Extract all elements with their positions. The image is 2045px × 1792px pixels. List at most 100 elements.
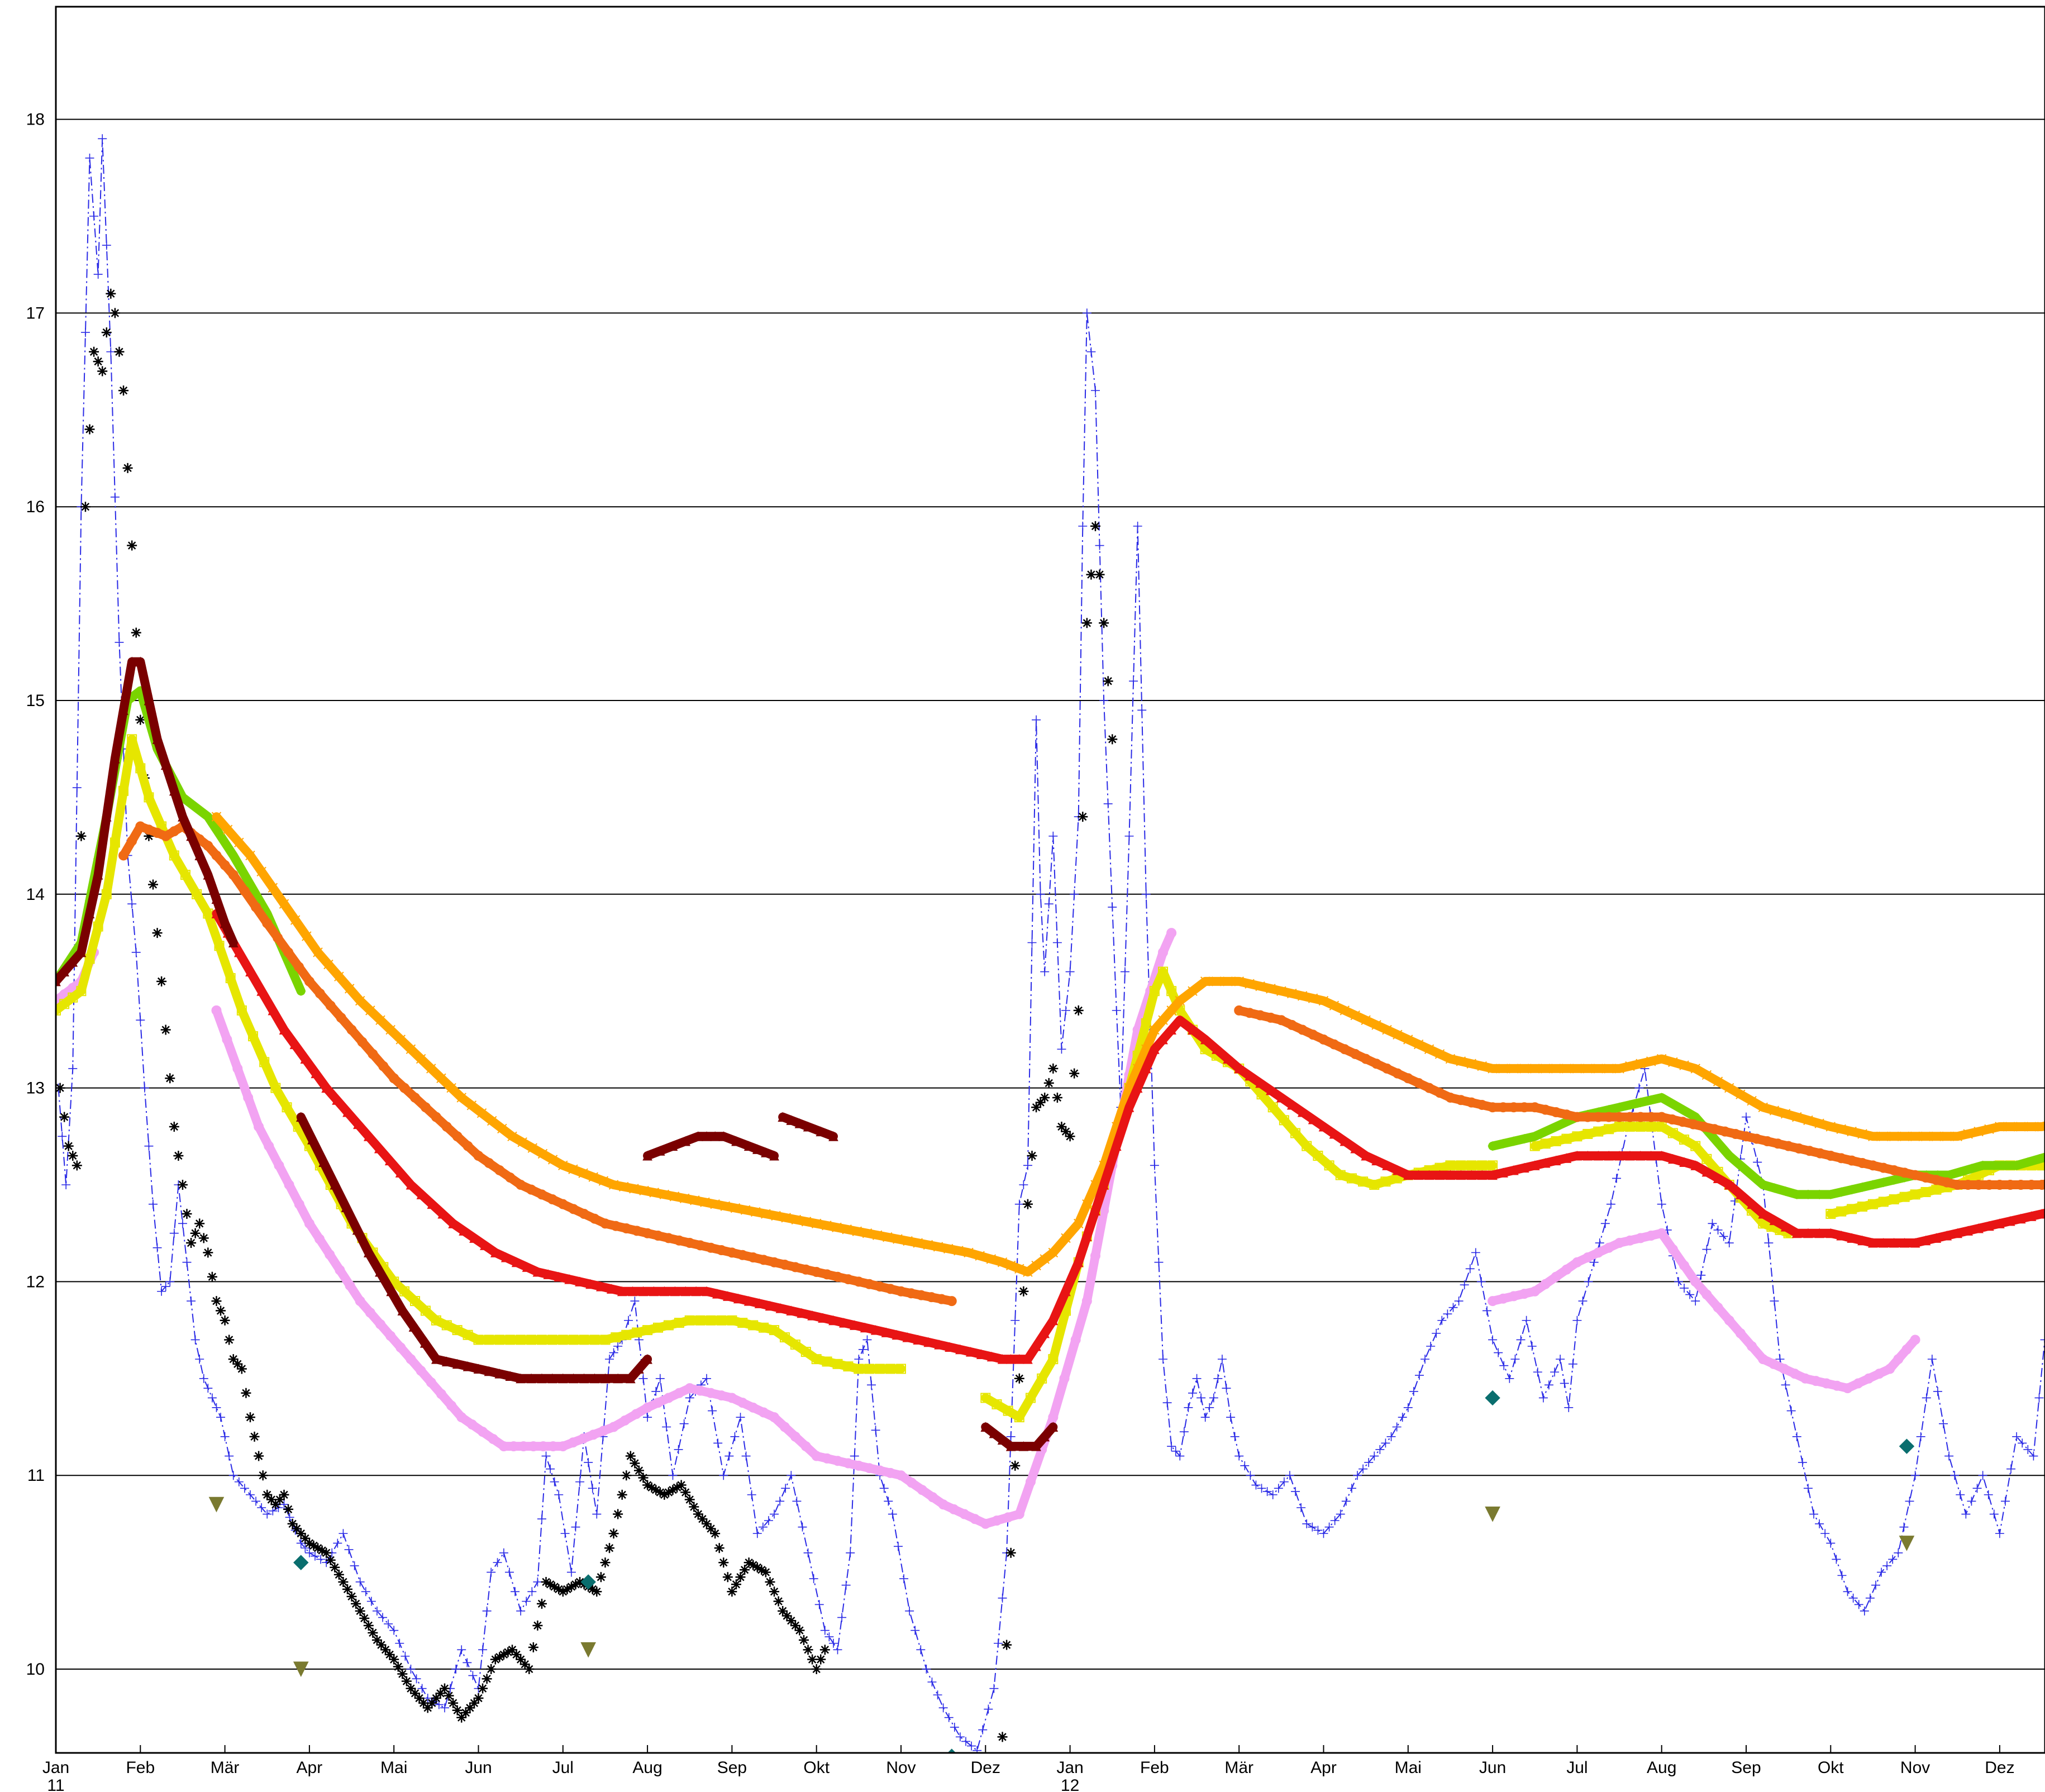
series-0-point-0-272 [1398,1413,1407,1422]
series-0-point-0-224 [1154,1257,1164,1267]
series-3-point-0-3 [76,986,87,997]
series-0-point-0-238 [1213,1374,1223,1383]
series-5-point-0-134 [1593,1064,1603,1074]
series-5-point-0-149 [1758,1102,1768,1112]
series-8-point-1-1 [307,1134,317,1145]
series-1-point-0-28 [173,1150,184,1161]
series-3-point-2-6 [1593,1126,1604,1137]
series-0-point-0-150 [814,1600,824,1609]
series-5-point-0-95 [1175,995,1185,1006]
series-3-point-0-39 [452,1325,463,1336]
series-0-point-0-24 [157,1286,166,1296]
series-4-point-1-27 [1780,1186,1791,1197]
series-3-point-0-10 [135,763,146,774]
series-0-point-0-276 [1420,1355,1430,1364]
series-3-point-0-74 [822,1356,832,1367]
series-0-point-0-141 [764,1516,773,1526]
series-5-point-0-40 [629,1184,639,1194]
series-0-point-0-118 [638,1374,648,1383]
series-0-point-0-257 [1313,1526,1323,1535]
series-6-point-0-38 [494,1165,505,1175]
series-0-point-0-230 [1179,1427,1189,1437]
series-0-point-0-104 [571,1522,580,1532]
series-0-point-0-338 [1764,1238,1774,1248]
series-1-point-0-157 [718,1557,729,1568]
series-0-point-0-334 [1742,1112,1751,1122]
series-4-point-1-36 [1879,1177,1889,1188]
series-0-point-0-152 [824,1632,834,1642]
series-6-point-0-52 [642,1228,653,1238]
series-0-point-0-30 [182,1257,192,1267]
series-7-point-0-91 [1158,1034,1168,1045]
series-3-point-1-27 [1267,1102,1278,1113]
series-2-point-1-82 [1070,1335,1081,1345]
series-1-point-0-95 [456,1712,467,1723]
series-5-point-0-109 [1329,1000,1340,1011]
series-0-point-0-31 [187,1297,196,1306]
series-2-point-2-38 [1893,1354,1904,1365]
series-5-point-0-20 [426,1064,436,1074]
series-2-point-1-38 [598,1426,609,1436]
series-6-point-1-16 [1403,1073,1413,1084]
series-7-point-0-69 [945,1342,955,1352]
series-0-point-0-356 [1865,1593,1875,1603]
series-6-point-1-6 [1297,1024,1308,1035]
series-7-point-0-75 [1005,1354,1016,1364]
series-1-point-0-99 [473,1693,484,1704]
series-4-point-1-23 [1736,1160,1746,1171]
series-7-point-0-48 [723,1291,733,1301]
series-1-point-0-74 [368,1627,378,1638]
series-0-point-0-265 [1358,1464,1368,1474]
series-4-point-0-16 [194,805,204,816]
series-4-point-1-13 [1625,1100,1635,1110]
series-0-point-0-287 [1482,1306,1492,1316]
series-0-point-0-81 [451,1665,461,1674]
series-7-point-0-110 [1361,1150,1371,1161]
series-0-point-0-184 [984,1704,993,1714]
series-0-point-0-100 [550,1477,559,1486]
series-3-point-0-41 [473,1335,484,1345]
series-7-point-0-84 [1090,1205,1100,1216]
series-0-point-0-168 [893,1542,903,1551]
series-0-point-0-277 [1426,1342,1436,1351]
series-7-point-0-56 [807,1310,817,1321]
series-1-point-1-7 [1027,1150,1037,1161]
series-5-point-0-15 [375,1015,385,1025]
series-5-point-0-133 [1582,1064,1593,1074]
series-2-point-1-57 [800,1441,811,1452]
series-2-point-1-20 [416,1365,426,1376]
series-7-point-0-94 [1188,1024,1198,1035]
series-4-point-1-34 [1857,1182,1867,1193]
series-5-point-0-11 [334,971,344,981]
series-1-point-0-80 [393,1661,403,1672]
series-7-point-0-121 [1477,1170,1487,1180]
series-1-point-0-151 [693,1509,703,1519]
series-0-point-0-113 [613,1342,623,1351]
y-tick-label-13: 13 [26,1079,45,1098]
series-5-point-0-139 [1646,1056,1656,1066]
series-5-point-0-76 [997,1257,1008,1267]
series-7-point-0-138 [1656,1150,1667,1161]
series-3-point-1-33 [1335,1170,1346,1180]
series-4-point-1-43 [1955,1167,1966,1177]
series-6-line-0 [119,822,956,1306]
series-0-point-0-155 [837,1613,847,1622]
series-0-point-0-190 [1010,1316,1020,1325]
series-5-point-0-78 [1014,1264,1024,1274]
series-0-point-0-124 [668,1471,678,1480]
series-2-point-2-3 [1519,1289,1529,1299]
series-5-point-0-93 [1158,1015,1168,1025]
series-2-point-1-63 [864,1463,875,1474]
series-0-point-0-378 [1989,1509,1999,1519]
series-1-point-0-89 [431,1693,441,1704]
series-0-point-0-225 [1159,1355,1168,1364]
series-1-point-0-61 [313,1543,323,1553]
series-2-point-1-32 [538,1441,549,1452]
series-6-point-1-48 [1741,1131,1751,1142]
series-0-point-0-44 [245,1490,255,1499]
series-3-point-2-10 [1635,1121,1646,1132]
x-tick-label-12: Jan [1056,1758,1083,1777]
series-1-point-0-69 [346,1591,357,1602]
series-7-point-0-127 [1540,1157,1551,1168]
series-9-point-2-0 [580,1642,596,1658]
